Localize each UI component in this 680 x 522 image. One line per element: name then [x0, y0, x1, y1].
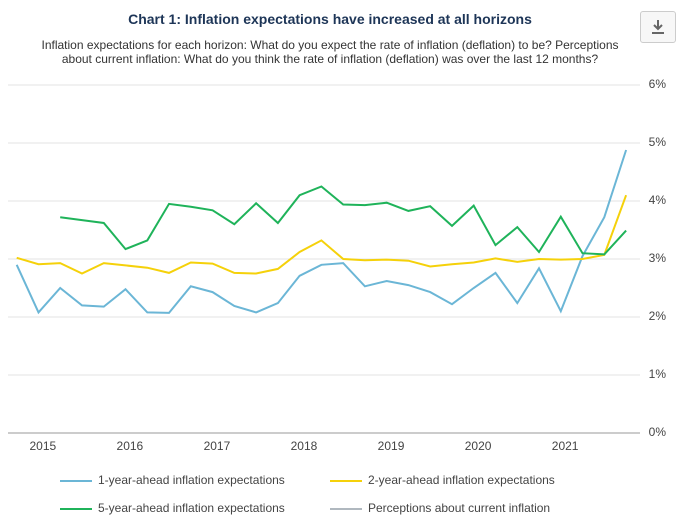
series-line [60, 185, 627, 256]
x-tick-label: 2018 [291, 439, 318, 453]
chart-subtitle: Inflation expectations for each horizon:… [41, 38, 619, 66]
chart-title: Chart 1: Inflation expectations have inc… [128, 11, 532, 27]
legend-label: Perceptions about current inflation [368, 501, 550, 515]
y-tick-label: 4% [649, 193, 667, 207]
series-line [16, 194, 628, 275]
legend-label: 2-year-ahead inflation expectations [368, 473, 555, 487]
y-tick-label: 6% [649, 77, 667, 91]
x-tick-label: 2015 [29, 439, 56, 453]
legend-label: 1-year-ahead inflation expectations [98, 473, 285, 487]
y-tick-label: 3% [649, 251, 667, 265]
series-line [15, 149, 628, 315]
y-tick-label: 5% [649, 135, 667, 149]
legend-label: 5-year-ahead inflation expectations [98, 501, 285, 515]
download-icon [652, 20, 664, 34]
x-tick-label: 2020 [465, 439, 492, 453]
x-tick-label: 2021 [552, 439, 579, 453]
download-button[interactable] [640, 11, 676, 43]
x-tick-label: 2019 [378, 439, 405, 453]
x-tick-label: 2017 [204, 439, 231, 453]
y-tick-label: 2% [649, 309, 667, 323]
x-tick-label: 2016 [117, 439, 144, 453]
y-tick-label: 1% [649, 367, 667, 381]
y-tick-label: 0% [649, 425, 667, 439]
